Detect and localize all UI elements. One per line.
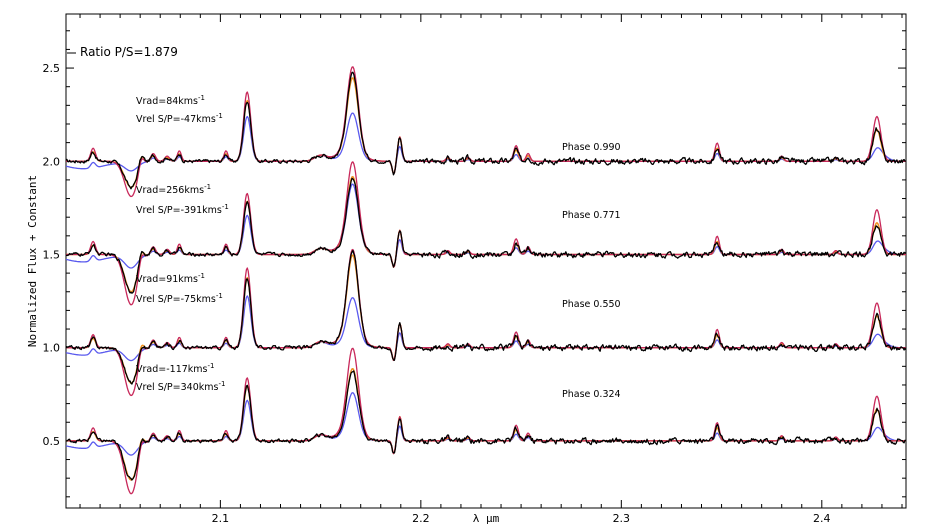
x-tick-label: 2.1 bbox=[212, 512, 230, 525]
vrel-label: Vrel S/P=340kms-1 bbox=[136, 380, 225, 393]
series-line-blue bbox=[65, 295, 906, 362]
x-tick-label: 2.2 bbox=[412, 512, 430, 525]
y-tick-label: 1.5 bbox=[43, 248, 61, 261]
series-line-obs bbox=[65, 249, 907, 385]
spectrum-series-group bbox=[65, 66, 907, 495]
y-tick-label: 2.5 bbox=[43, 62, 61, 75]
vrad-label: Vrad=84kms-1 bbox=[136, 94, 205, 107]
phase-label: Phase 0.550 bbox=[562, 299, 621, 310]
vrel-label: Vrel S/P=-47kms-1 bbox=[136, 112, 223, 125]
series-line-obs bbox=[65, 177, 907, 294]
phase-spectra-2 bbox=[65, 248, 907, 397]
x-tick-label: 2.4 bbox=[813, 512, 831, 525]
phase-label: Phase 0.324 bbox=[562, 389, 621, 400]
series-line-obs bbox=[65, 370, 907, 481]
series-line-obs bbox=[65, 71, 907, 190]
ratio-label: Ratio P/S=1.879 bbox=[80, 45, 178, 59]
series-line-blue bbox=[65, 392, 906, 456]
phase-spectra-0 bbox=[65, 66, 907, 198]
x-tick-label: 2.3 bbox=[613, 512, 631, 525]
series-line-magenta bbox=[66, 66, 906, 198]
axis-ticks bbox=[66, 14, 906, 508]
vrad-label: Vrad=91kms-1 bbox=[136, 272, 205, 285]
phase-label: Phase 0.771 bbox=[562, 210, 621, 221]
vrad-label: Vrad=-117kms-1 bbox=[136, 362, 214, 375]
phase-spectra-3 bbox=[65, 347, 907, 495]
y-axis-title: Normalized Flux + Constant bbox=[26, 175, 39, 347]
phase-annotations: Vrad=84kms-1 Vrel S/P=-47kms-1 Phase 0.990… bbox=[136, 94, 621, 400]
x-axis-title: λ μm bbox=[473, 512, 500, 525]
y-tick-label: 1.0 bbox=[43, 342, 61, 355]
phase-label: Phase 0.990 bbox=[562, 142, 621, 153]
series-line-orange bbox=[66, 77, 906, 189]
axis-tick-labels: 2.1 2.2 2.3 2.4 0.5 1.0 1.5 2.0 2.5 bbox=[43, 62, 831, 525]
vrel-label: Vrel S/P=-75kms-1 bbox=[136, 292, 223, 305]
vrel-label: Vrel S/P=-391kms-1 bbox=[136, 203, 229, 216]
phase-spectra-1 bbox=[65, 161, 907, 306]
vrad-label: Vrad=256kms-1 bbox=[136, 183, 211, 196]
plot-frame bbox=[65, 13, 907, 509]
y-tick-label: 2.0 bbox=[43, 155, 61, 168]
y-tick-label: 0.5 bbox=[43, 435, 61, 448]
